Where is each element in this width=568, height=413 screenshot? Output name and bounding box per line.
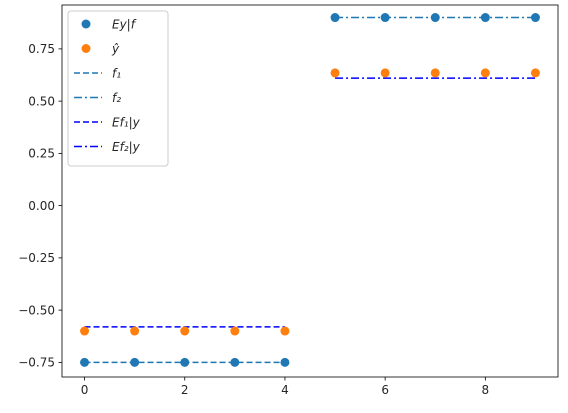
y-tick-label: −0.75 <box>18 356 55 370</box>
x-tick-label: 6 <box>381 383 389 397</box>
data-point-series-2 <box>480 68 490 78</box>
legend-marker <box>81 19 91 29</box>
data-point-series-2 <box>80 326 90 336</box>
x-tick-label: 8 <box>482 383 490 397</box>
data-point-series-1 <box>330 13 340 23</box>
legend-label: Ef₁|y <box>112 116 141 130</box>
y-tick-label: 0.75 <box>28 42 55 56</box>
data-point-series-2 <box>280 326 290 336</box>
y-tick-label: 0.25 <box>28 147 55 161</box>
data-point-series-2 <box>530 68 540 78</box>
y-tick-label: −0.50 <box>18 303 55 317</box>
legend-label: Ey|f <box>112 18 137 32</box>
data-point-series-1 <box>180 357 190 367</box>
legend-label: ŷ <box>111 42 120 56</box>
y-tick-label: −0.25 <box>18 251 55 265</box>
data-point-series-2 <box>130 326 140 336</box>
legend-label: f₁ <box>112 67 121 81</box>
legend-marker <box>81 44 91 53</box>
legend: Ey|f ŷ f₁ f₂ Ef₁|y Ef₂|y <box>67 10 169 167</box>
data-point-series-1 <box>280 357 290 367</box>
data-point-series-1 <box>480 13 490 23</box>
legend-label: Ef₂|y <box>112 140 141 154</box>
x-tick-label: 4 <box>281 383 289 397</box>
y-tick-label: 0.50 <box>28 94 55 108</box>
y-axis: −0.75 −0.50 −0.25 0.00 0.25 0.50 0.75 <box>18 42 62 370</box>
data-point-series-1 <box>430 13 440 23</box>
legend-label: f₂ <box>112 91 121 105</box>
data-point-series-1 <box>80 357 90 367</box>
data-point-series-1 <box>130 357 140 367</box>
data-point-series-2 <box>180 326 190 336</box>
y-tick-label: 0.00 <box>28 199 55 213</box>
legend-frame <box>67 10 169 167</box>
data-point-series-2 <box>230 326 240 336</box>
x-axis: 0 2 4 6 8 <box>81 377 489 397</box>
data-point-series-1 <box>380 13 390 23</box>
data-point-series-2 <box>330 68 340 78</box>
data-point-series-2 <box>430 68 440 78</box>
x-tick-label: 0 <box>81 383 89 397</box>
data-point-series-2 <box>380 68 390 78</box>
points-layer <box>80 13 540 367</box>
plot-frame <box>61 4 559 378</box>
x-tick-label: 2 <box>181 383 189 397</box>
data-point-series-1 <box>530 13 540 23</box>
data-point-series-1 <box>230 357 240 367</box>
